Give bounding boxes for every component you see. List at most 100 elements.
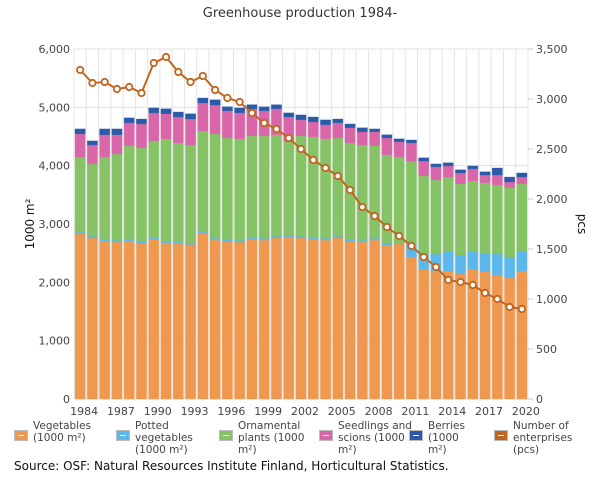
bar-4-2015[interactable] (455, 169, 466, 174)
bar-4-1995[interactable] (209, 99, 221, 106)
bar-1-1998[interactable] (246, 236, 258, 240)
enterprises-point-1998[interactable] (247, 108, 257, 118)
bar-1-2016[interactable] (467, 250, 479, 271)
bar-2-1985[interactable] (87, 163, 98, 237)
enterprises-point-2020[interactable] (517, 304, 526, 314)
enterprises-point-2010[interactable] (395, 231, 404, 241)
bar-4-1987[interactable] (111, 128, 123, 136)
bar-0-2018[interactable] (491, 274, 503, 400)
bar-2-1987[interactable] (111, 153, 123, 241)
bar-0-2009[interactable] (381, 244, 393, 400)
bar-2-2012[interactable] (418, 175, 430, 254)
bar-4-2013[interactable] (430, 163, 442, 168)
bar-3-2020[interactable] (516, 176, 528, 185)
bar-1-1986[interactable] (99, 238, 111, 242)
bar-2-2020[interactable] (516, 183, 528, 252)
bar-4-2011[interactable] (406, 139, 417, 144)
bar-4-2016[interactable] (467, 165, 479, 170)
bar-4-2005[interactable] (332, 118, 344, 124)
bar-0-1989[interactable] (136, 243, 147, 400)
enterprises-point-1989[interactable] (137, 88, 146, 98)
bar-2-2019[interactable] (504, 187, 515, 258)
bar-1-2020[interactable] (516, 250, 528, 272)
bar-2-2000[interactable] (271, 134, 282, 237)
enterprises-point-2014[interactable] (444, 275, 453, 285)
bar-2-1996[interactable] (221, 137, 233, 240)
bar-4-1996[interactable] (221, 106, 233, 112)
bar-4-2003[interactable] (307, 116, 319, 123)
bar-0-1996[interactable] (221, 240, 233, 400)
enterprises-point-1992[interactable] (174, 67, 183, 77)
bar-3-2002[interactable] (295, 119, 307, 137)
bar-1-1989[interactable] (136, 241, 147, 244)
bar-1-2017[interactable] (479, 252, 491, 273)
bar-0-2013[interactable] (430, 271, 442, 400)
bar-0-1988[interactable] (123, 240, 135, 400)
enterprises-point-2003[interactable] (309, 155, 318, 165)
bar-2-2008[interactable] (369, 145, 381, 239)
legend-item-5[interactable]: Number of enterprises (pcs) (494, 420, 572, 456)
bar-4-2004[interactable] (320, 119, 331, 126)
bar-4-1986[interactable] (99, 128, 111, 136)
bar-3-2015[interactable] (455, 172, 466, 184)
enterprises-point-1984[interactable] (76, 65, 85, 75)
enterprises-point-2008[interactable] (370, 211, 379, 221)
bar-4-1985[interactable] (87, 140, 98, 146)
legend-item-1[interactable]: Potted vegetables (1000 m²) (116, 420, 193, 456)
bar-2-2015[interactable] (455, 183, 466, 256)
bar-0-2001[interactable] (283, 236, 295, 400)
bar-2-1992[interactable] (172, 142, 184, 243)
enterprises-point-1990[interactable] (149, 58, 158, 68)
bar-2-1998[interactable] (246, 135, 258, 238)
bar-1-1995[interactable] (209, 238, 221, 241)
bar-1-1996[interactable] (221, 238, 233, 242)
bar-3-1992[interactable] (172, 116, 184, 144)
bar-0-2005[interactable] (332, 237, 344, 400)
bar-2-1993[interactable] (185, 144, 196, 243)
bar-3-2018[interactable] (491, 174, 503, 186)
bar-0-2014[interactable] (442, 270, 454, 400)
bar-0-2000[interactable] (271, 237, 282, 400)
bar-3-2008[interactable] (369, 131, 381, 147)
bar-4-2014[interactable] (442, 162, 454, 167)
bar-3-1993[interactable] (185, 118, 196, 146)
bar-3-1989[interactable] (136, 123, 147, 149)
bar-2-1994[interactable] (197, 130, 209, 232)
bar-3-1991[interactable] (160, 113, 172, 140)
bar-0-2015[interactable] (455, 273, 466, 400)
bar-1-2009[interactable] (381, 242, 393, 246)
bar-0-2019[interactable] (504, 277, 515, 400)
bar-4-1993[interactable] (185, 113, 196, 120)
bar-1-2005[interactable] (332, 236, 344, 239)
enterprises-point-2012[interactable] (419, 252, 428, 262)
enterprises-point-2002[interactable] (296, 144, 306, 154)
bar-3-1985[interactable] (87, 144, 98, 165)
enterprises-point-2016[interactable] (468, 280, 477, 290)
bar-4-1994[interactable] (197, 97, 209, 104)
bar-1-2001[interactable] (283, 234, 295, 238)
bar-0-2016[interactable] (467, 269, 479, 400)
bar-2-1988[interactable] (123, 145, 135, 240)
bar-2-2003[interactable] (307, 136, 319, 238)
bar-0-2002[interactable] (295, 237, 307, 400)
enterprises-point-2005[interactable] (333, 171, 342, 181)
bar-2-1995[interactable] (209, 133, 221, 239)
bar-1-2007[interactable] (356, 240, 368, 243)
bar-4-1992[interactable] (172, 111, 184, 118)
enterprises-point-2019[interactable] (505, 302, 514, 312)
bar-3-2004[interactable] (320, 124, 331, 140)
bar-3-1990[interactable] (148, 112, 160, 142)
bar-2-2014[interactable] (442, 176, 454, 252)
legend-item-2[interactable]: Ornamental plants (1000 m²) (219, 420, 304, 456)
enterprises-point-2017[interactable] (480, 288, 490, 298)
bar-3-2019[interactable] (504, 181, 515, 189)
bar-2-2010[interactable] (393, 156, 405, 244)
enterprises-point-2004[interactable] (321, 163, 330, 173)
enterprises-point-1994[interactable] (198, 71, 207, 81)
bar-3-2005[interactable] (332, 122, 344, 139)
bar-3-2017[interactable] (479, 174, 491, 184)
bar-0-2012[interactable] (418, 269, 430, 400)
bar-3-2014[interactable] (442, 165, 454, 178)
bar-1-1997[interactable] (234, 240, 246, 243)
enterprises-point-2009[interactable] (382, 222, 391, 232)
